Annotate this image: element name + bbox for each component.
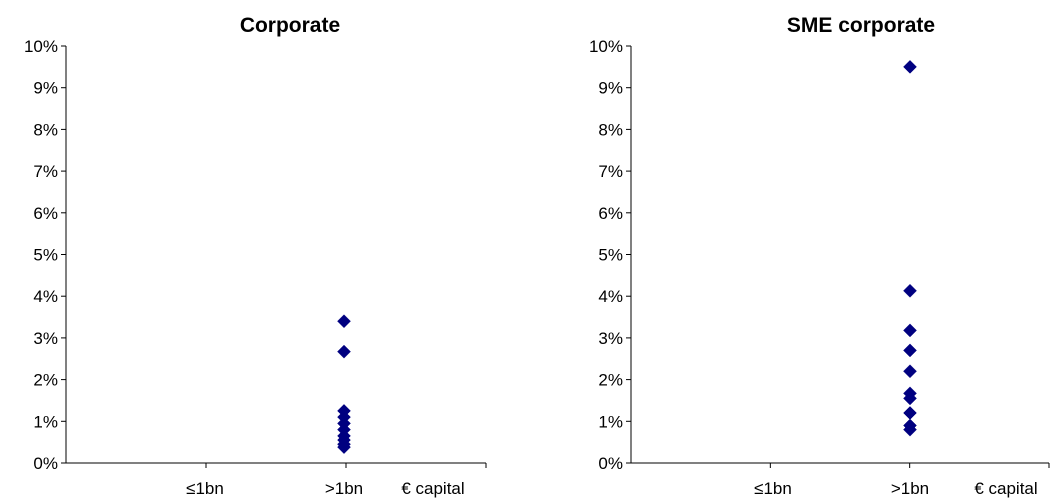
data-point (337, 440, 351, 455)
y-tick-label: 4% (33, 287, 58, 306)
data-point (903, 364, 917, 379)
data-point (903, 422, 917, 437)
y-tick-label: 7% (33, 162, 58, 181)
chart-panel-1: Corporate 0% 1% 2% 3% 4% 5% 6% 7% 8% 9% 10% ≤1bn >1bn… (24, 14, 487, 498)
y-tick-label: 10% (589, 37, 623, 56)
y-tick-label: 3% (33, 329, 58, 348)
data-point (903, 406, 917, 420)
x-tick-label: >1bn (325, 479, 363, 498)
y-tick-label: 3% (598, 329, 623, 348)
y-tick-label: 4% (598, 287, 623, 306)
data-point (903, 391, 917, 406)
x-tick-label: ≤1bn (186, 479, 224, 498)
y-tick-label: 1% (598, 412, 623, 431)
data-point (337, 314, 351, 329)
x-axis-unit-label: € capital (974, 479, 1037, 498)
x-axis-unit-label: € capital (401, 479, 464, 498)
data-point (903, 323, 917, 338)
y-tick-label: 0% (598, 454, 623, 473)
y-tick-label: 6% (598, 204, 623, 223)
x-tick-label: ≤1bn (754, 479, 792, 498)
x-tick-label: >1bn (891, 479, 929, 498)
y-tick-label: 2% (598, 371, 623, 390)
y-tick-label: 5% (598, 246, 623, 265)
y-tick-label: 9% (33, 79, 58, 98)
y-tick-label: 10% (24, 37, 58, 56)
y-tick-label: 9% (598, 79, 623, 98)
y-tick-label: 0% (33, 454, 58, 473)
y-tick-label: 6% (33, 204, 58, 223)
y-tick-label: 8% (598, 120, 623, 139)
y-tick-label: 5% (33, 246, 58, 265)
data-point (903, 343, 917, 358)
data-point (903, 59, 917, 74)
chart-panel-2: SME corporate 0% 1% 2% 3% 4% 5% 6% 7% 8% 9% 10% ≤1bn… (589, 14, 1050, 498)
chart-title: Corporate (240, 14, 340, 37)
data-point (903, 283, 917, 298)
y-tick-label: 7% (598, 162, 623, 181)
data-point (337, 344, 351, 359)
y-tick-label: 1% (33, 412, 58, 431)
y-tick-label: 8% (33, 120, 58, 139)
chart-title: SME corporate (787, 14, 935, 37)
y-tick-label: 2% (33, 371, 58, 390)
